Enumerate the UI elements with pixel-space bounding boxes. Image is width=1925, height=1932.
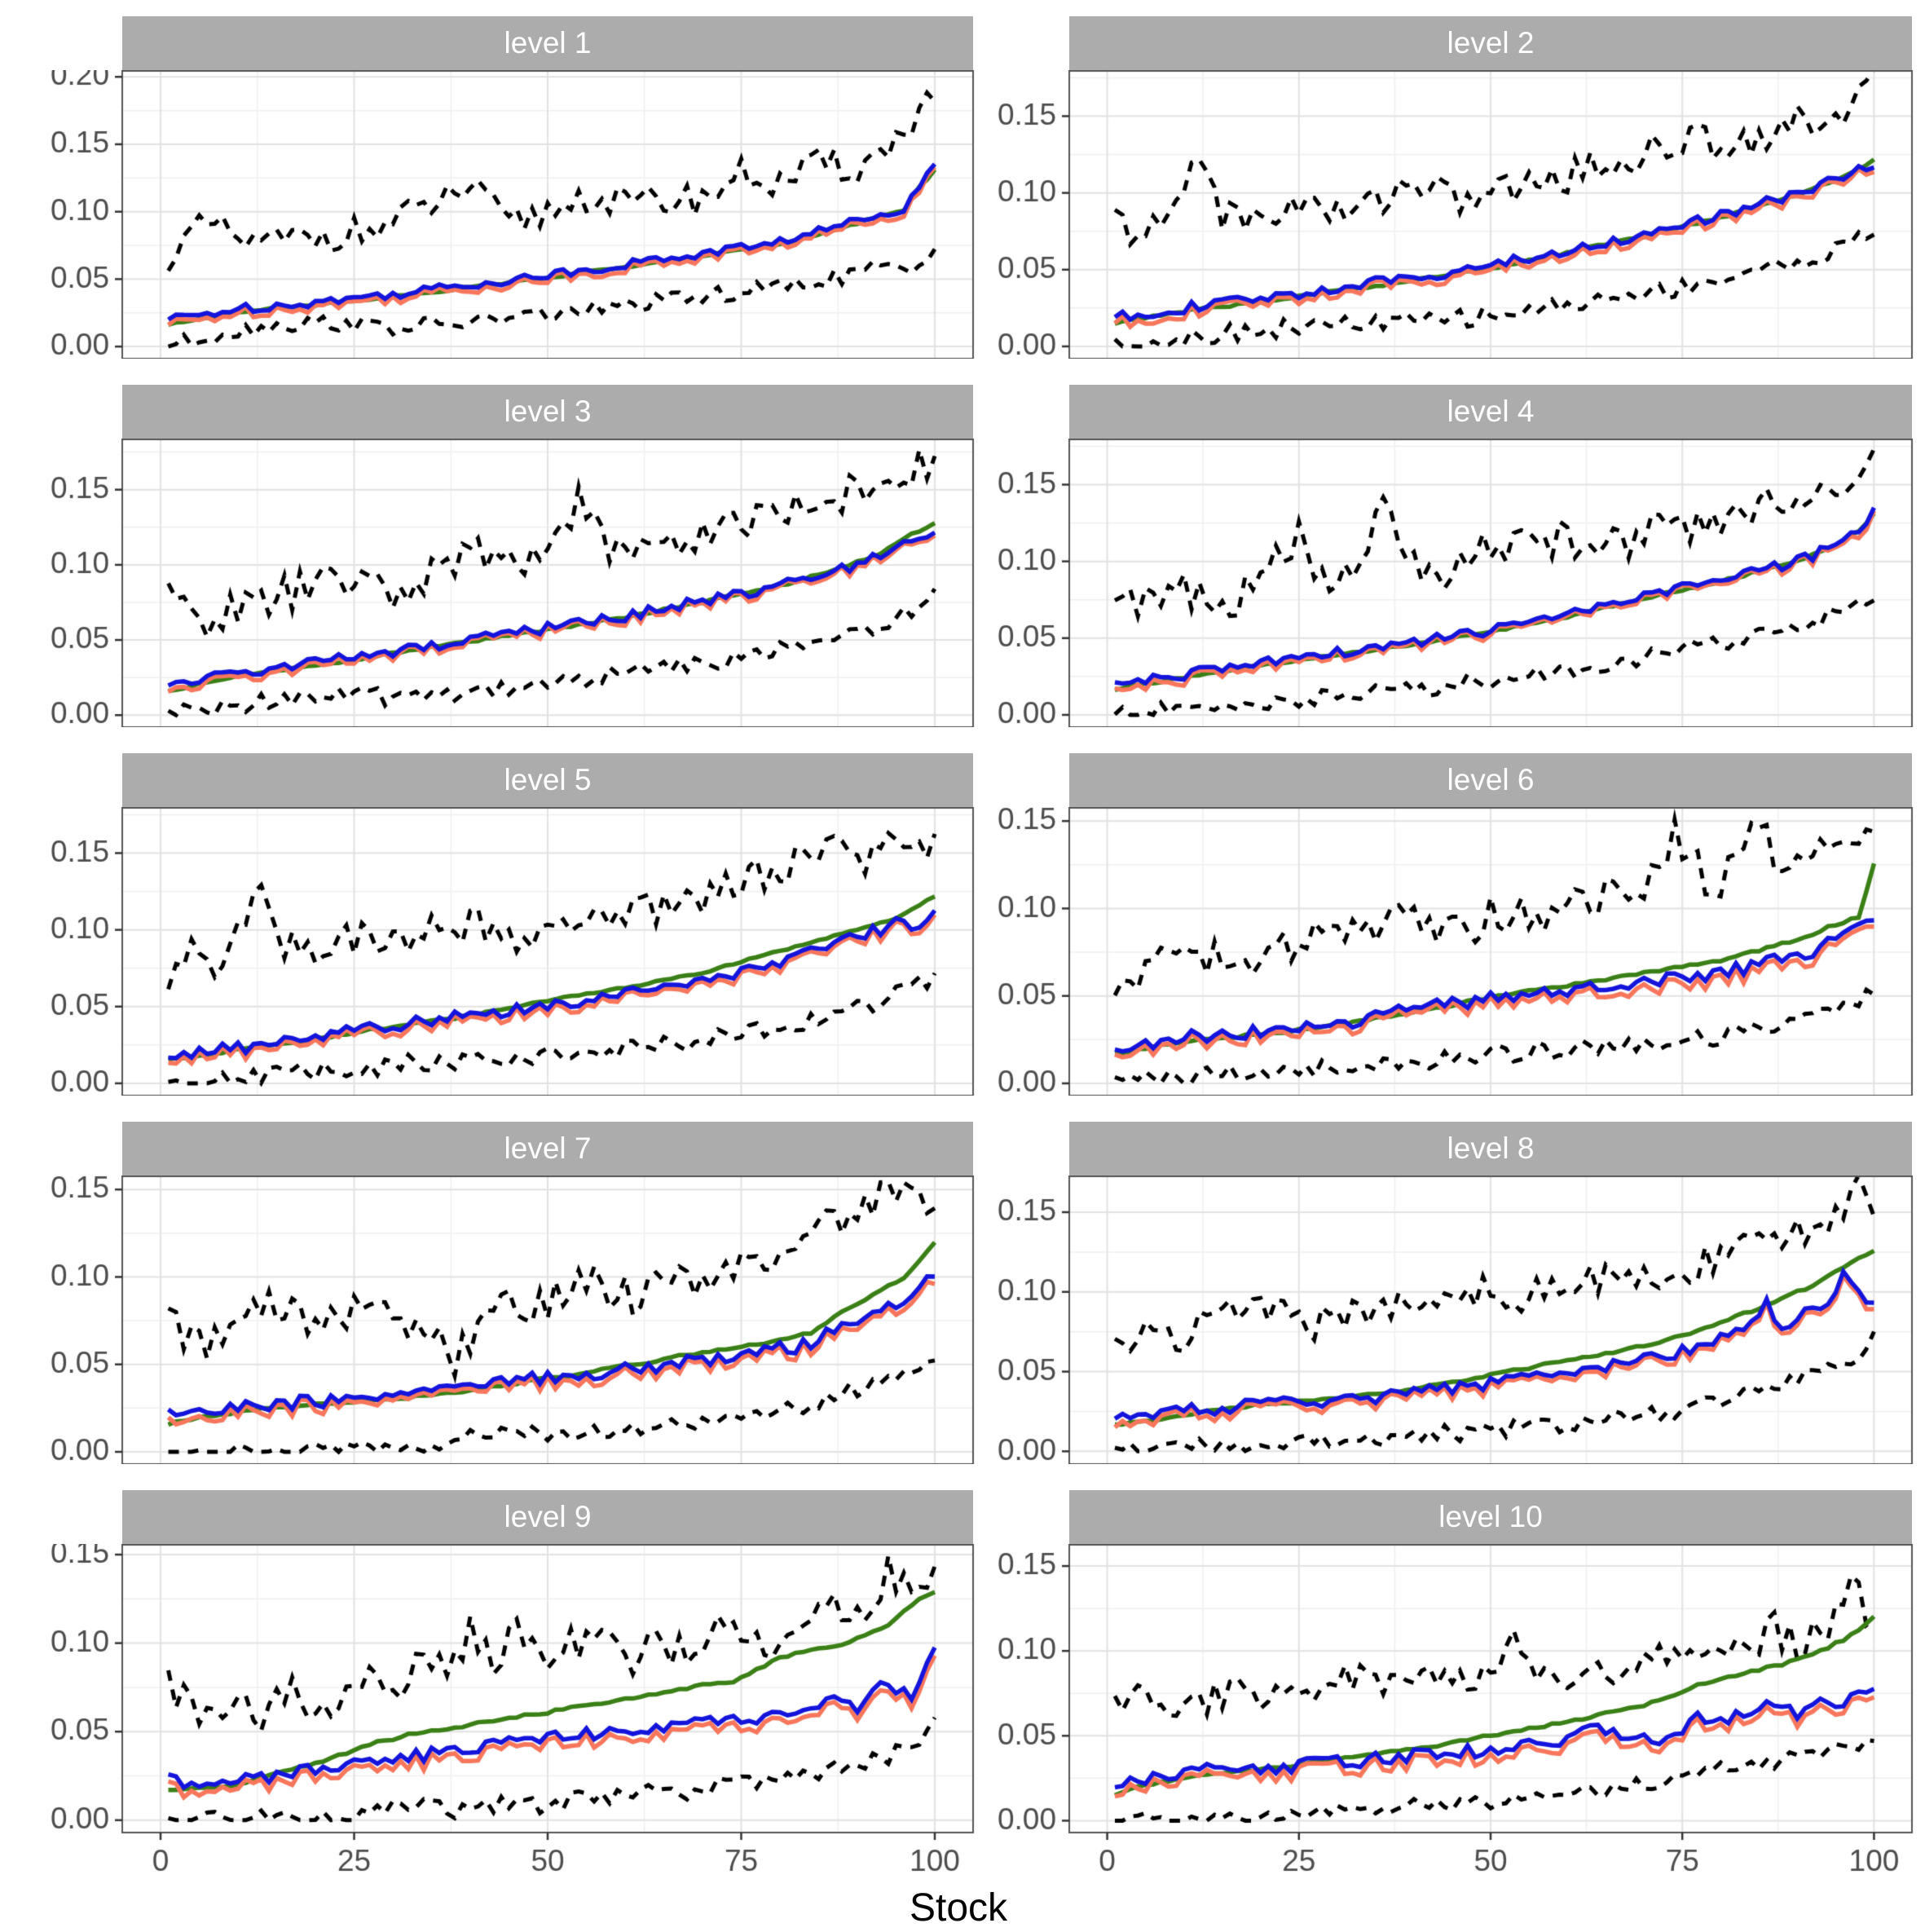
facet-panel-level-9: level 9: [0, 1490, 978, 1883]
plot-canvas: [0, 1544, 978, 1883]
plot-canvas: [0, 70, 978, 359]
x-axis-title: Stock: [909, 1886, 1008, 1930]
facet-strip-label: level 10: [1438, 1500, 1543, 1533]
facet-panel-level-6: level 6: [978, 753, 1917, 1096]
plot-canvas: [978, 1544, 1917, 1883]
facet-strip-label: level 3: [504, 395, 592, 428]
facet-strip-label: level 8: [1447, 1131, 1535, 1165]
plot-canvas: [978, 1176, 1917, 1464]
facet-panel-level-5: level 5: [0, 753, 978, 1096]
plot-canvas: [0, 807, 978, 1096]
facet-panel-level-1: level 1: [0, 16, 978, 359]
facet-panel-level-10: level 10: [978, 1490, 1917, 1883]
facet-panel-level-3: level 3: [0, 385, 978, 727]
facet-strip: level 4: [1069, 385, 1912, 439]
plot-canvas: [978, 807, 1917, 1096]
facet-panel-level-7: level 7: [0, 1122, 978, 1464]
facet-row-2: level 3 level 4: [0, 385, 1925, 727]
facet-strip: level 2: [1069, 16, 1912, 70]
facet-strip: level 3: [122, 385, 973, 439]
facet-panel-level-8: level 8: [978, 1122, 1917, 1464]
facet-row-3: level 5 level 6: [0, 753, 1925, 1096]
facet-strip-label: level 4: [1447, 395, 1535, 428]
facet-strip-label: level 9: [504, 1500, 592, 1533]
facet-panel-level-4: level 4: [978, 385, 1917, 727]
plot-canvas: [0, 1176, 978, 1464]
facet-strip: level 1: [122, 16, 973, 70]
facet-strip: level 6: [1069, 753, 1912, 807]
facet-strip-label: level 1: [504, 26, 592, 60]
facet-strip: level 10: [1069, 1490, 1912, 1544]
facet-strip-label: level 5: [504, 763, 592, 796]
facet-strip-label: level 6: [1447, 763, 1535, 796]
facet-row-1: level 1 level 2: [0, 16, 1925, 359]
facet-row-5: level 9 level 10: [0, 1490, 1925, 1883]
facet-strip: level 8: [1069, 1122, 1912, 1176]
facet-strip: level 5: [122, 753, 973, 807]
facet-strip-label: level 7: [504, 1131, 592, 1165]
facet-strip: level 7: [122, 1122, 973, 1176]
plot-canvas: [0, 439, 978, 727]
facet-strip-label: level 2: [1447, 26, 1535, 60]
facet-strip: level 9: [122, 1490, 973, 1544]
plot-canvas: [978, 70, 1917, 359]
facet-row-4: level 7 level 8: [0, 1122, 1925, 1464]
facet-panel-level-2: level 2: [978, 16, 1917, 359]
plot-canvas: [978, 439, 1917, 727]
